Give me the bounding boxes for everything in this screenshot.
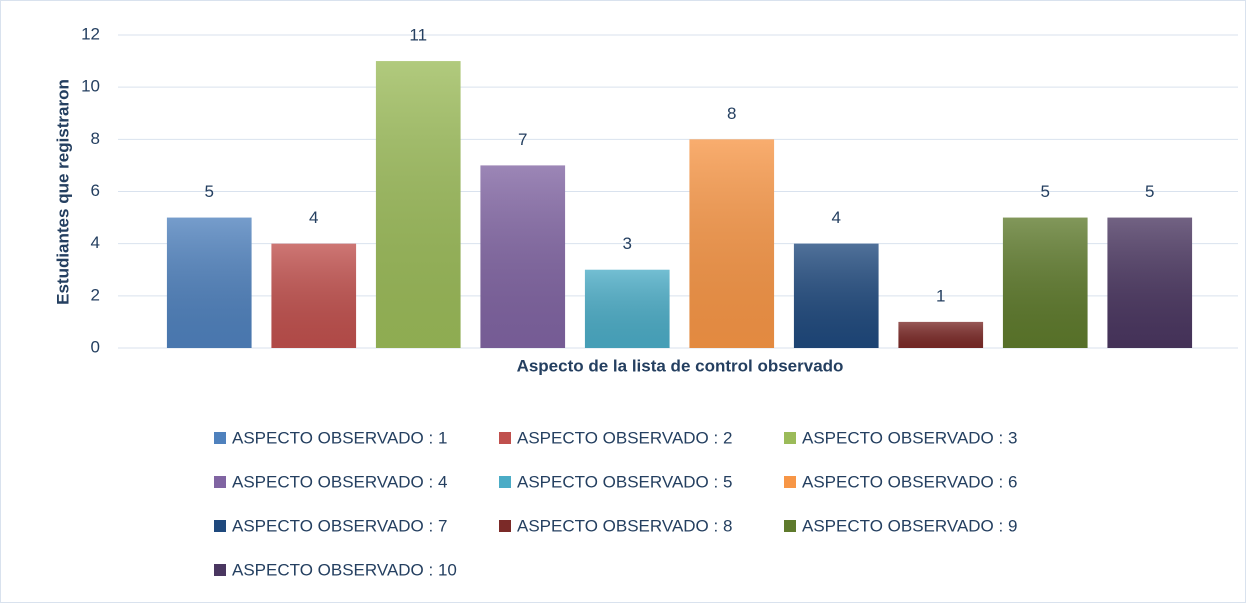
data-label: 4 (832, 208, 841, 227)
y-tick-label: 4 (91, 233, 100, 252)
legend-swatch (499, 476, 511, 488)
data-label: 11 (409, 26, 427, 45)
bar-shine (584, 269, 670, 348)
bar-shine (1107, 217, 1193, 348)
data-label: 8 (727, 104, 736, 123)
legend-label: ASPECTO OBSERVADO : 7 (232, 516, 447, 535)
x-axis-label: Aspecto de la lista de control observado (517, 356, 844, 375)
legend-swatch (214, 476, 226, 488)
legend-swatch (214, 520, 226, 532)
legend-label: ASPECTO OBSERVADO : 8 (517, 516, 732, 535)
bar-shine (689, 139, 775, 348)
data-label: 3 (623, 234, 632, 253)
bar-shine (166, 217, 252, 348)
legend-swatch (214, 564, 226, 576)
y-tick-label: 6 (91, 181, 100, 200)
legend-swatch (784, 476, 796, 488)
legend-swatch (214, 432, 226, 444)
y-tick-label: 10 (81, 77, 100, 96)
bar-shine (375, 61, 461, 348)
legend-swatch (784, 432, 796, 444)
bar-shine (1002, 217, 1088, 348)
bar-shine (793, 243, 879, 348)
legend-label: ASPECTO OBSERVADO : 6 (802, 472, 1017, 491)
data-label: 5 (1041, 182, 1050, 201)
legend-label: ASPECTO OBSERVADO : 5 (517, 472, 732, 491)
legend-swatch (784, 520, 796, 532)
legend-label: ASPECTO OBSERVADO : 2 (517, 428, 732, 447)
y-tick-label: 0 (91, 337, 100, 356)
bar-shine (480, 165, 566, 348)
data-label: 5 (205, 182, 214, 201)
legend-label: ASPECTO OBSERVADO : 10 (232, 560, 457, 579)
y-tick-label: 2 (91, 285, 100, 304)
legend-swatch (499, 520, 511, 532)
data-label: 5 (1145, 182, 1154, 201)
y-axis-label: Estudiantes que registraron (53, 79, 72, 305)
y-tick-label: 8 (91, 129, 100, 148)
y-tick-label: 12 (81, 24, 100, 43)
legend-label: ASPECTO OBSERVADO : 4 (232, 472, 447, 491)
data-label: 7 (518, 130, 527, 149)
legend-label: ASPECTO OBSERVADO : 9 (802, 516, 1017, 535)
legend-label: ASPECTO OBSERVADO : 1 (232, 428, 447, 447)
legend-label: ASPECTO OBSERVADO : 3 (802, 428, 1017, 447)
legend-swatch (499, 432, 511, 444)
bar-shine (898, 321, 984, 348)
data-label: 4 (309, 208, 318, 227)
data-label: 1 (936, 286, 945, 305)
bar-shine (271, 243, 357, 348)
